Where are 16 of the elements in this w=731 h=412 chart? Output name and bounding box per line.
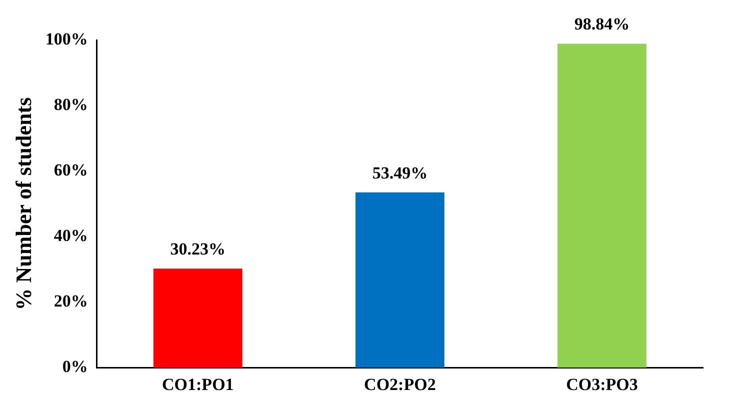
data-label: 30.23% [170, 239, 226, 258]
y-tick-label: 100% [45, 29, 88, 48]
y-tick-label: 40% [54, 226, 88, 245]
x-tick-label: CO1:PO1 [162, 375, 234, 394]
y-axis-title: % Number of students [10, 96, 36, 310]
x-tick-label: CO3:PO3 [566, 375, 638, 394]
y-tick-label: 20% [54, 291, 88, 310]
x-tick-label: CO2:PO2 [364, 375, 436, 394]
data-label: 53.49% [372, 163, 428, 182]
bar [558, 44, 646, 368]
y-tick-label: 80% [54, 94, 88, 114]
y-tick-label: 0% [62, 356, 88, 376]
y-tick-label: 60% [54, 160, 88, 180]
bar [153, 268, 242, 368]
bar [356, 192, 444, 368]
data-label: 98.84% [574, 14, 630, 34]
